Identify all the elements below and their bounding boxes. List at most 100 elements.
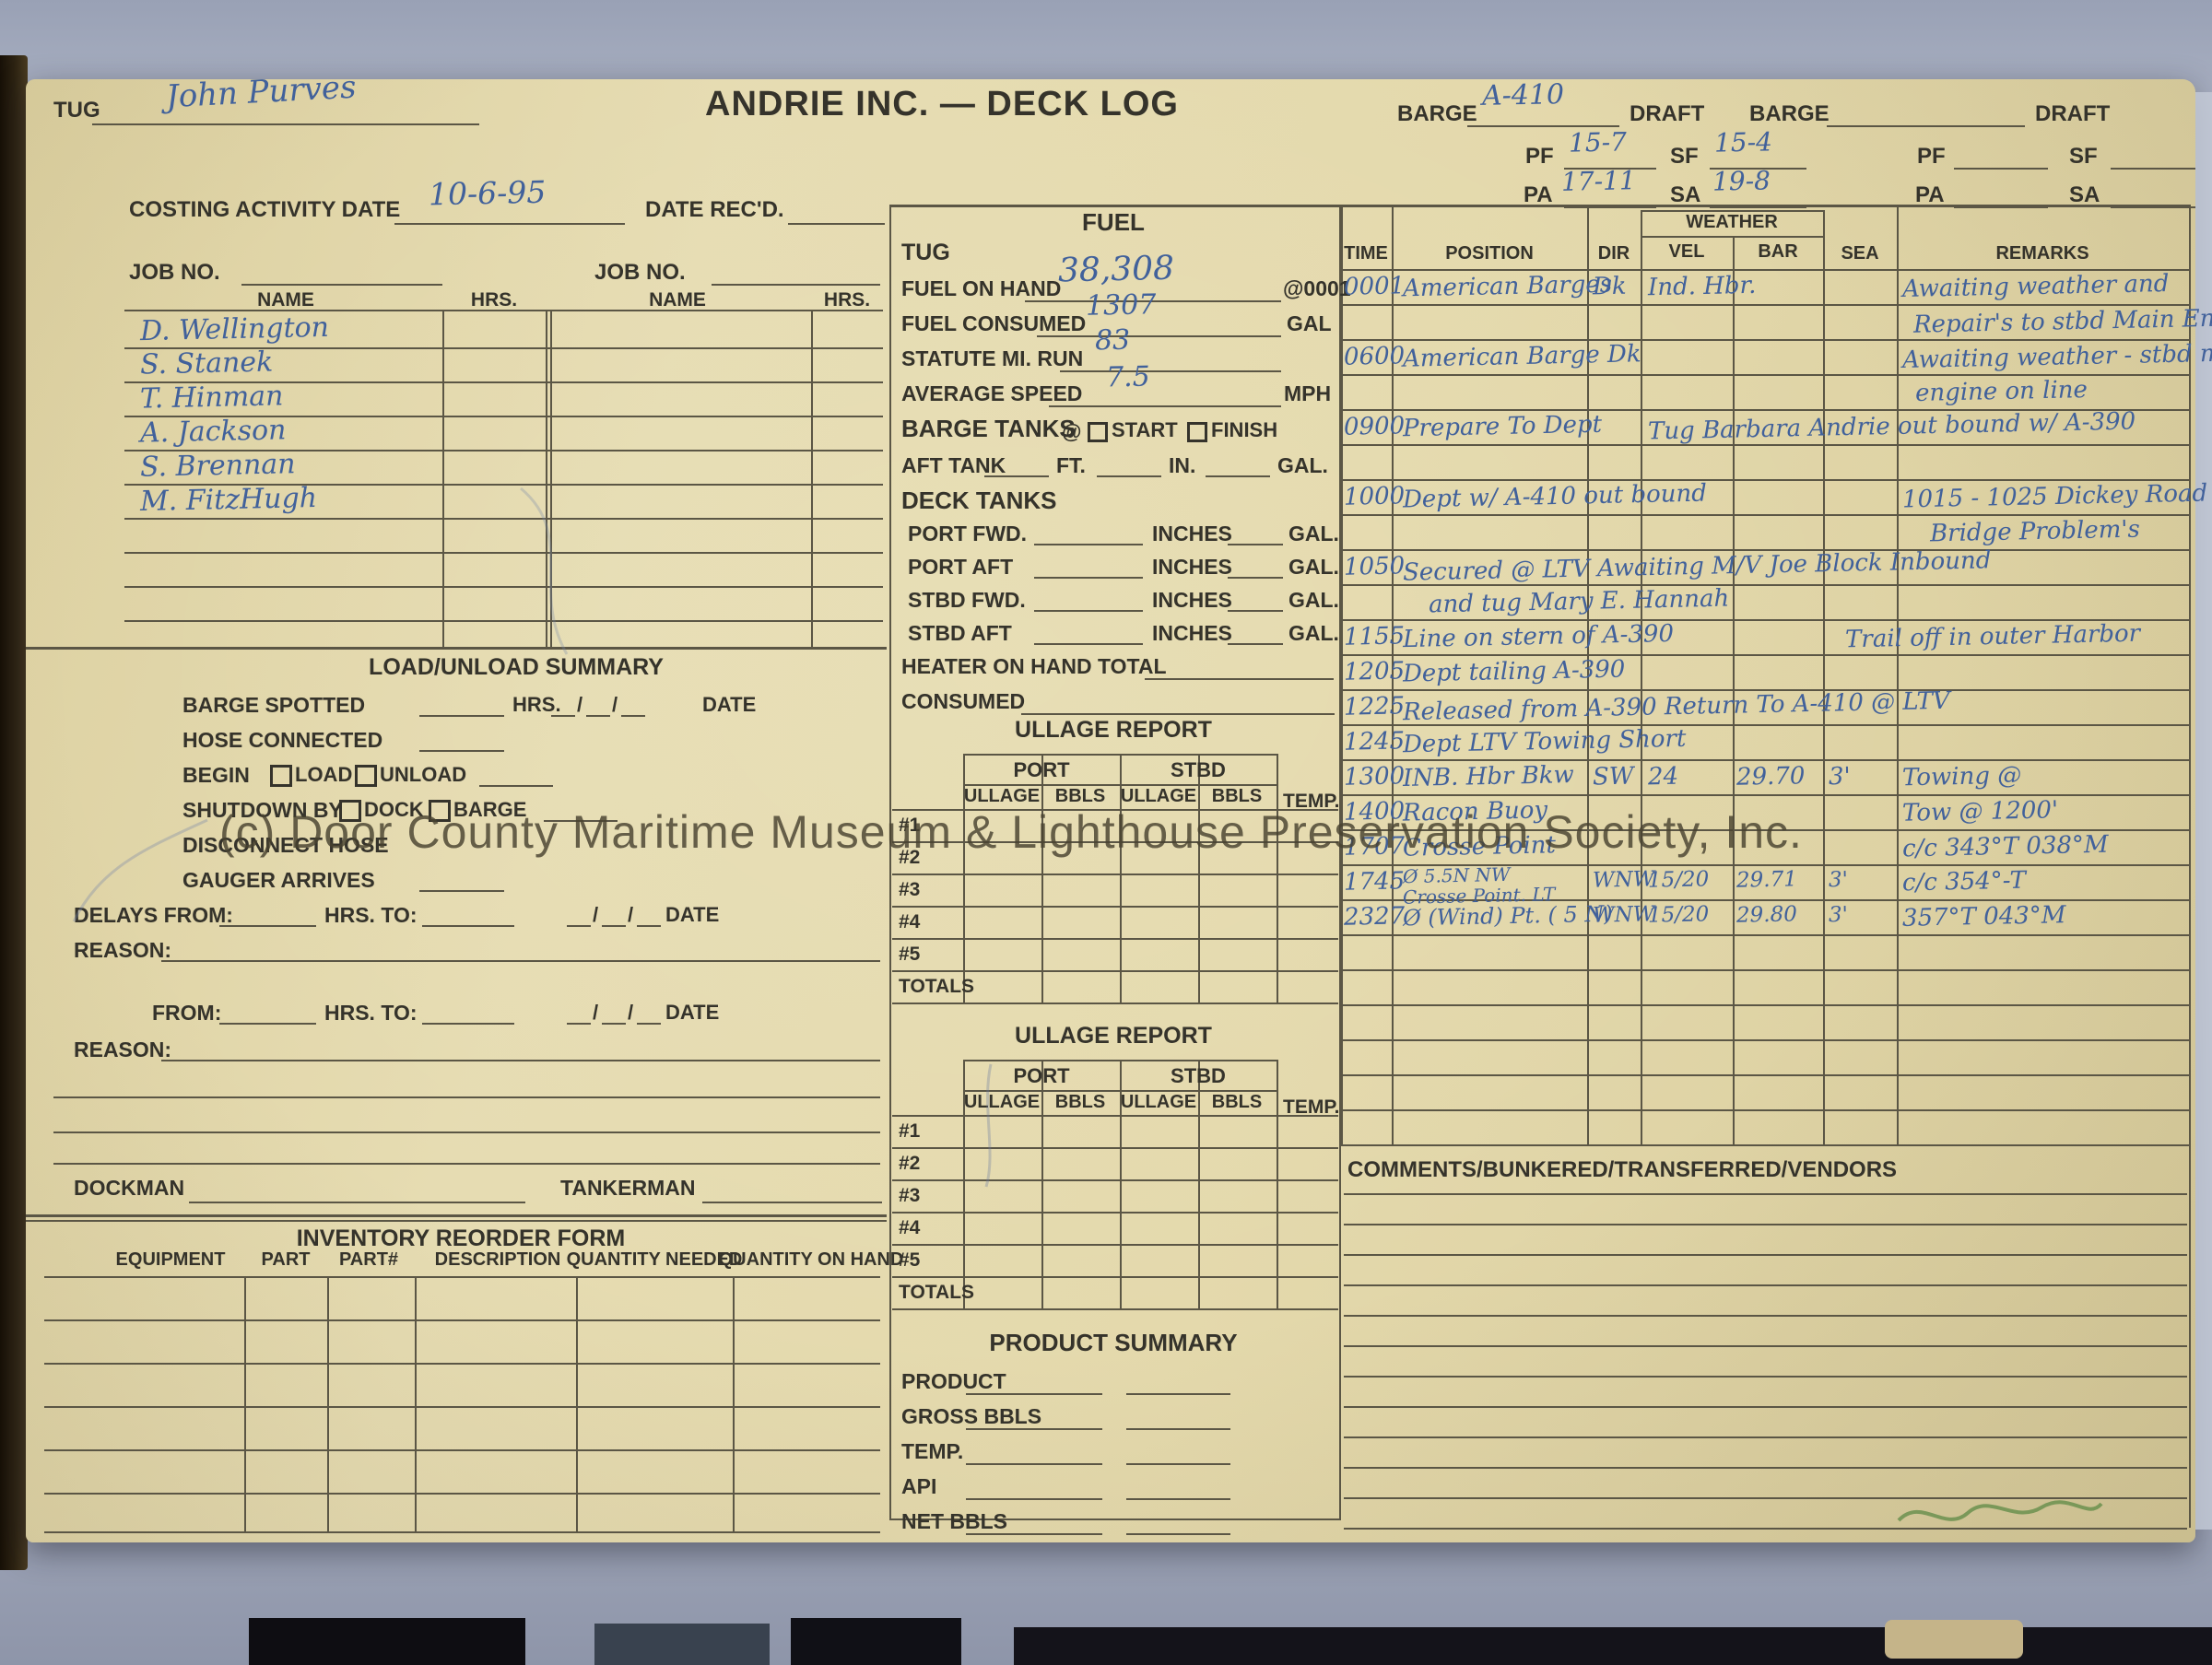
rule-line	[1228, 610, 1283, 612]
rule-line	[1392, 205, 1394, 1144]
rule-line	[1025, 300, 1281, 302]
shadow-blob	[594, 1624, 770, 1665]
job-no-left-label: JOB NO.	[129, 260, 220, 285]
barge2-label: BARGE	[1749, 101, 1830, 126]
rule-line	[394, 223, 625, 225]
tug-label: TUG	[53, 98, 100, 123]
log-entry-cell: Towing @	[1901, 761, 2022, 792]
rule-line	[419, 890, 504, 892]
sa2-label: SA	[2069, 182, 2100, 207]
rule-line	[124, 347, 883, 349]
deck-tank-gal-label: GAL.	[1288, 621, 1339, 645]
rule-line	[1344, 1345, 2187, 1347]
rule-line	[1897, 205, 1899, 1144]
log-entry-cell: c/c 354°-T	[1901, 866, 2027, 897]
rule-line	[889, 1518, 1341, 1520]
rule-line	[1564, 168, 1656, 170]
dock-label: DOCK	[364, 798, 424, 821]
rule-line	[1126, 1393, 1230, 1395]
rule-line	[637, 1023, 661, 1025]
ullage-row-label: TOTALS	[899, 976, 975, 997]
inventory-header: EQUIPMENT	[115, 1249, 226, 1270]
rule-line	[44, 1319, 880, 1321]
barge-cb-label: BARGE	[453, 798, 527, 821]
rule-line	[1034, 610, 1143, 612]
rule-line	[551, 715, 575, 717]
rule-line	[124, 552, 883, 554]
log-entry-cell: Tow @ 1200'	[1901, 796, 2059, 827]
rule-line	[2189, 205, 2191, 1528]
heater-label: HEATER ON HAND TOTAL	[901, 654, 1167, 678]
log-entry-cell: 1155	[1343, 622, 1406, 651]
date-label-1: DATE	[702, 693, 757, 716]
finish-label: FINISH	[1211, 418, 1278, 441]
rule-line	[1341, 969, 2189, 971]
from-hrs-to-label: HRS. TO:	[324, 1001, 418, 1025]
rule-line	[26, 1220, 887, 1222]
rule-line	[53, 1163, 880, 1165]
rule-line	[1587, 205, 1589, 1144]
rule-line	[892, 1308, 1338, 1310]
pf1-label: PF	[1525, 144, 1554, 169]
rule-line	[1823, 210, 1825, 1144]
next-page-edge	[2195, 92, 2212, 1530]
log-entry-cell: 29.80	[1735, 902, 1798, 928]
avg-speed-value: 7.5	[1105, 360, 1151, 394]
log-entry-cell: 3'	[1828, 867, 1849, 893]
rule-line	[1021, 713, 1335, 715]
mph-label: MPH	[1284, 381, 1332, 405]
rule-line	[963, 1060, 965, 1308]
rule-line	[966, 1428, 1102, 1430]
log-entry-cell: 24	[1647, 762, 1679, 791]
delays-from-label: DELAYS FROM:	[74, 903, 233, 927]
deck-tank-inches-label: INCHES	[1152, 588, 1232, 612]
pa1-label: PA	[1524, 182, 1553, 207]
log-entry-cell: 1745	[1343, 867, 1406, 897]
crew-name: S. Brennan	[139, 448, 296, 484]
unload-label: UNLOAD	[380, 763, 467, 786]
ullage-temp-header: TEMP.	[1283, 791, 1340, 812]
crew-name: S. Stanek	[139, 346, 274, 381]
ullage-row-label: #5	[899, 944, 921, 965]
rule-line	[621, 715, 645, 717]
costing-date-value: 10-6-95	[428, 173, 547, 213]
rule-line	[1126, 1463, 1230, 1465]
shadow-blob	[1885, 1620, 2023, 1659]
draft1-label: DRAFT	[1630, 101, 1705, 126]
log-entry-cell: Ø (Wind) Pt. ( 5 N)	[1402, 900, 1613, 932]
log-entry-cell: Dept tailing A-390	[1402, 655, 1626, 688]
deck-tank-label: STBD FWD.	[908, 588, 1026, 612]
rule-line	[1341, 205, 1343, 1144]
ullage-row-label: TOTALS	[899, 1282, 975, 1303]
deck-tank-gal-label: GAL.	[1288, 522, 1339, 545]
rule-line	[1339, 205, 1341, 1518]
rule-line	[44, 1493, 880, 1495]
log-entry-cell: 0600	[1343, 342, 1406, 371]
pf2-label: PF	[1917, 144, 1946, 169]
ullage-title-1: ULLAGE REPORT	[1015, 717, 1212, 743]
rule-line	[892, 1212, 1338, 1214]
rule-line	[1341, 759, 2189, 761]
rule-line	[1126, 1533, 1230, 1535]
dockman-label: DOCKMAN	[74, 1176, 185, 1200]
rule-line	[53, 1131, 880, 1133]
log-entry-cell: 1225	[1343, 692, 1406, 721]
date-slash: /	[593, 903, 599, 926]
hose-connected-label: HOSE CONNECTED	[182, 728, 383, 752]
rule-line	[124, 484, 883, 486]
ullage-port-header: PORT	[1013, 1064, 1070, 1087]
rule-line	[1341, 444, 2189, 446]
green-scribble	[1897, 1500, 2103, 1522]
inventory-header: QUANTITY NEEDED	[566, 1249, 743, 1270]
rule-line	[1228, 544, 1283, 545]
rule-line	[124, 518, 883, 520]
rule-line	[422, 1023, 514, 1025]
barge-spotted-label: BARGE SPOTTED	[182, 693, 366, 717]
rule-line	[1341, 689, 2189, 691]
rule-line	[124, 416, 883, 417]
rule-line	[1344, 1406, 2187, 1408]
rule-line	[963, 754, 965, 1003]
crew-name: M. FitzHugh	[139, 481, 318, 519]
barge-checkbox	[429, 800, 451, 822]
rule-line	[576, 1276, 578, 1531]
